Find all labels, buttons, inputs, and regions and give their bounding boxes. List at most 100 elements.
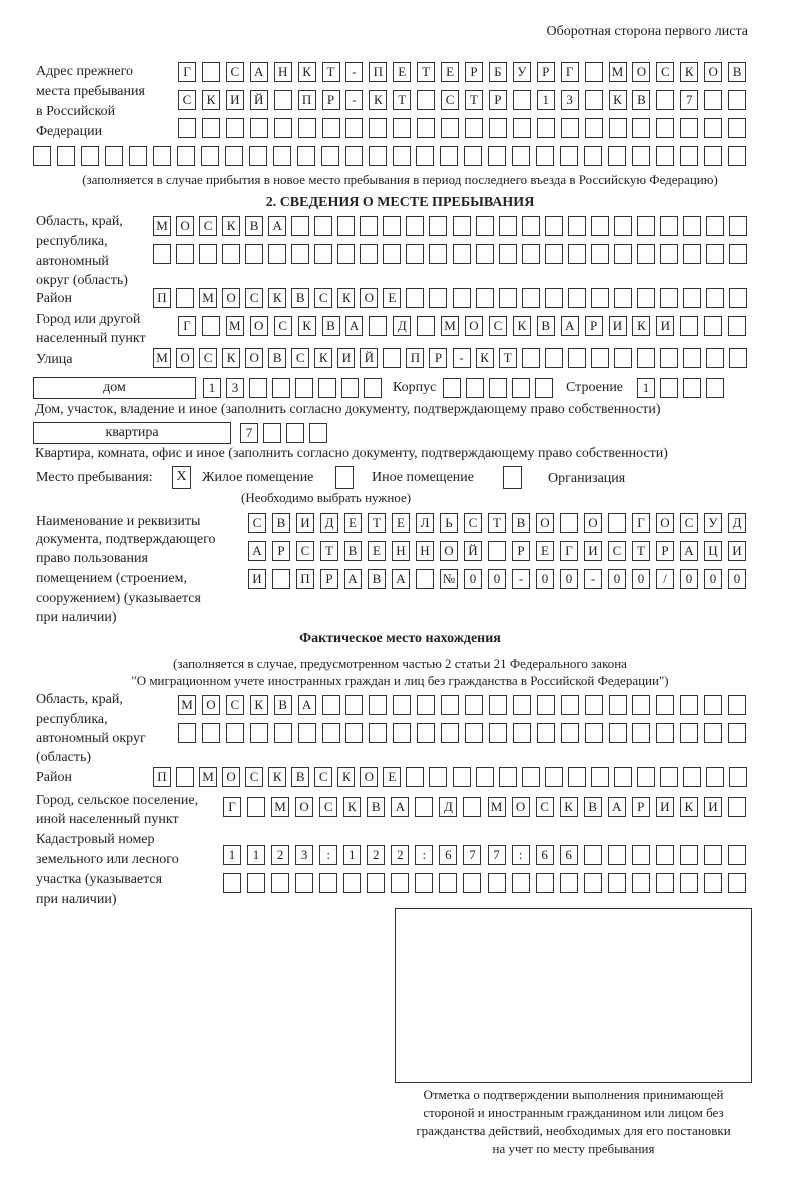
- char-cell[interactable]: [590, 216, 609, 236]
- char-cell[interactable]: [245, 244, 264, 264]
- char-cell[interactable]: 0: [464, 569, 482, 589]
- char-cell[interactable]: [631, 845, 650, 865]
- char-cell[interactable]: К: [297, 316, 316, 336]
- char-cell[interactable]: 0: [632, 569, 650, 589]
- char-cell[interactable]: [727, 873, 746, 893]
- char-cell[interactable]: [632, 118, 651, 138]
- char-cell[interactable]: А: [344, 569, 362, 589]
- char-cell[interactable]: [248, 146, 267, 166]
- char-cell[interactable]: 3: [295, 845, 314, 865]
- char-cell[interactable]: К: [475, 348, 494, 368]
- char-cell[interactable]: [464, 146, 483, 166]
- char-cell[interactable]: Т: [393, 90, 412, 110]
- char-cell[interactable]: [498, 288, 517, 308]
- char-cell[interactable]: [728, 118, 747, 138]
- char-cell[interactable]: К: [268, 288, 287, 308]
- char-cell[interactable]: М: [199, 288, 218, 308]
- char-cell[interactable]: [521, 348, 540, 368]
- char-cell[interactable]: П: [369, 62, 388, 82]
- char-cell[interactable]: Е: [383, 767, 402, 787]
- char-cell[interactable]: [393, 723, 412, 743]
- char-cell[interactable]: А: [392, 569, 410, 589]
- char-cell[interactable]: [584, 695, 603, 715]
- char-cell[interactable]: А: [248, 541, 266, 561]
- char-cell[interactable]: [536, 723, 555, 743]
- char-cell[interactable]: [176, 767, 195, 787]
- char-cell[interactable]: О: [656, 513, 674, 533]
- char-cell[interactable]: [368, 146, 387, 166]
- char-cell[interactable]: [247, 797, 266, 817]
- char-cell[interactable]: [728, 316, 747, 336]
- char-cell[interactable]: Е: [536, 541, 554, 561]
- char-cell[interactable]: [682, 216, 701, 236]
- char-cell[interactable]: [272, 378, 290, 398]
- char-cell[interactable]: С: [245, 288, 264, 308]
- char-cell[interactable]: О: [295, 797, 314, 817]
- char-cell[interactable]: [314, 244, 333, 264]
- char-cell[interactable]: Т: [632, 541, 650, 561]
- char-cell[interactable]: -: [345, 62, 364, 82]
- char-cell[interactable]: 0: [608, 569, 626, 589]
- char-cell[interactable]: С: [314, 288, 333, 308]
- char-cell[interactable]: Г: [178, 62, 196, 82]
- char-cell[interactable]: [249, 118, 268, 138]
- char-cell[interactable]: [636, 288, 655, 308]
- char-cell[interactable]: С: [248, 513, 266, 533]
- char-cell[interactable]: Д: [320, 513, 338, 533]
- char-cell[interactable]: К: [632, 316, 651, 336]
- char-cell[interactable]: :: [415, 845, 434, 865]
- char-cell[interactable]: И: [225, 90, 244, 110]
- char-cell[interactable]: [613, 767, 632, 787]
- char-cell[interactable]: [607, 873, 626, 893]
- char-cell[interactable]: [683, 378, 701, 398]
- char-cell[interactable]: [656, 146, 675, 166]
- char-cell[interactable]: [703, 845, 722, 865]
- char-cell[interactable]: 6: [439, 845, 458, 865]
- char-cell[interactable]: И: [655, 797, 674, 817]
- char-cell[interactable]: [704, 723, 723, 743]
- char-cell[interactable]: М: [608, 62, 627, 82]
- char-cell[interactable]: К: [249, 695, 268, 715]
- char-cell[interactable]: [584, 90, 603, 110]
- char-cell[interactable]: [521, 288, 540, 308]
- char-cell[interactable]: [392, 146, 411, 166]
- char-cell[interactable]: [584, 723, 603, 743]
- char-cell[interactable]: Е: [368, 541, 386, 561]
- char-cell[interactable]: [521, 767, 540, 787]
- char-cell[interactable]: [465, 118, 483, 138]
- char-cell[interactable]: М: [178, 695, 196, 715]
- char-cell[interactable]: [309, 423, 327, 443]
- char-cell[interactable]: [383, 216, 402, 236]
- char-cell[interactable]: [656, 695, 675, 715]
- char-cell[interactable]: 1: [536, 90, 555, 110]
- char-cell[interactable]: [369, 723, 388, 743]
- char-cell[interactable]: С: [296, 541, 314, 561]
- char-cell[interactable]: [613, 244, 632, 264]
- char-cell[interactable]: [656, 118, 675, 138]
- char-cell[interactable]: [176, 244, 195, 264]
- char-cell[interactable]: [727, 845, 746, 865]
- char-cell[interactable]: К: [314, 348, 333, 368]
- char-cell[interactable]: М: [153, 348, 171, 368]
- char-cell[interactable]: [337, 244, 356, 264]
- char-cell[interactable]: Г: [223, 797, 241, 817]
- char-cell[interactable]: [544, 244, 563, 264]
- char-cell[interactable]: В: [291, 767, 310, 787]
- char-cell[interactable]: Т: [488, 513, 506, 533]
- char-cell[interactable]: [321, 118, 340, 138]
- char-cell[interactable]: [560, 513, 578, 533]
- char-cell[interactable]: [295, 378, 313, 398]
- char-cell[interactable]: Г: [632, 513, 650, 533]
- char-cell[interactable]: [201, 118, 220, 138]
- char-cell[interactable]: [199, 244, 218, 264]
- char-cell[interactable]: [704, 118, 723, 138]
- char-cell[interactable]: [613, 216, 632, 236]
- char-cell[interactable]: С: [608, 541, 626, 561]
- char-cell[interactable]: К: [559, 797, 578, 817]
- char-cell[interactable]: [465, 723, 483, 743]
- char-cell[interactable]: [475, 288, 494, 308]
- char-cell[interactable]: О: [465, 316, 483, 336]
- char-cell[interactable]: [344, 146, 363, 166]
- char-cell[interactable]: [321, 695, 340, 715]
- char-cell[interactable]: А: [297, 695, 316, 715]
